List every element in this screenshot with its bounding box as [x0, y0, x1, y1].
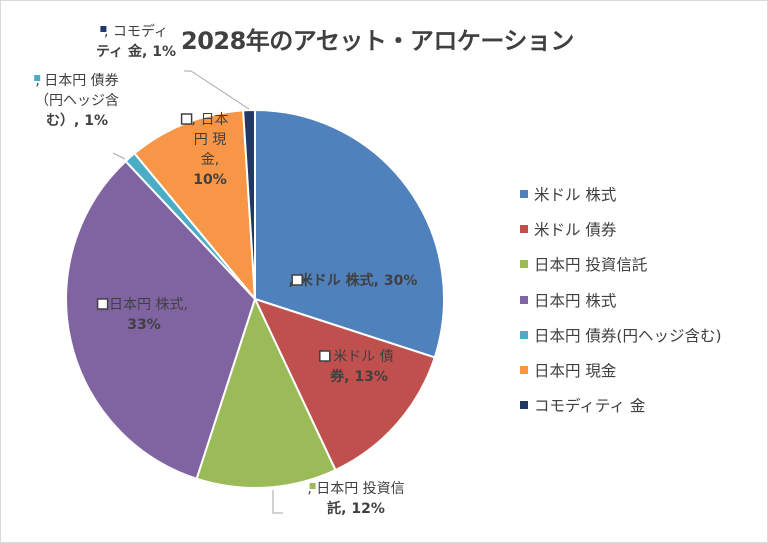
legend: 米ドル 株式 米ドル 債券日本円 投資信託 日本円 株式日本円 債券(円ヘッジ含む)…: [520, 176, 722, 423]
data-label: , 米ドル 株式, 30%: [289, 272, 418, 289]
legend-label: 日本円 現金: [534, 362, 617, 381]
data-label-text: , 日本円 投資信: [307, 481, 404, 497]
data-label-marker: [291, 274, 303, 286]
data-label-marker: [319, 350, 331, 362]
data-label-marker: [309, 483, 316, 489]
data-label: , 米ドル 債券, 13%: [319, 349, 394, 385]
data-label-text: ティ 金, 1%: [96, 43, 176, 60]
data-label-text: 33%: [127, 317, 161, 333]
data-label-marker: [96, 298, 109, 310]
pie-slice: [65, 159, 257, 481]
legend-swatch: [520, 295, 528, 304]
legend-item: 日本円 債券(円ヘッジ含む): [520, 317, 722, 352]
data-label-text: （円ヘッジ含: [35, 93, 119, 109]
legend-item: 日本円 株式: [520, 282, 722, 317]
legend-item: 米ドル 債券: [520, 211, 722, 246]
pie-slice: [254, 108, 445, 359]
data-label-text: , 日本円 株式,: [100, 297, 188, 313]
legend-item: コモディティ 金: [520, 388, 722, 423]
data-label-text: , 米ドル 株式, 30%: [289, 272, 418, 289]
legend-label: コモディティ 金: [534, 397, 646, 416]
data-label-text: 10%: [193, 172, 227, 188]
legend-swatch: [520, 401, 528, 410]
legend-item: 日本円 投資信託: [520, 247, 722, 282]
legend-label: 日本円 投資信託: [534, 256, 648, 275]
data-label: , 日本円 投資信託, 12%: [307, 481, 404, 517]
data-label-marker: [100, 26, 107, 32]
data-label: , 日本円 現金, 10%: [180, 112, 229, 188]
data-label-text: , コモディ: [104, 23, 168, 40]
data-label: , コモディティ 金, 1%: [96, 23, 176, 60]
data-label-text: 託, 12%: [327, 500, 385, 517]
data-label-marker: [180, 113, 193, 125]
data-label: , 日本円 債券 （円ヘッジ含む）, 1%: [34, 73, 119, 129]
data-label-text: 円 現: [194, 132, 226, 148]
data-label-text: 金,: [201, 152, 219, 168]
legend-swatch: [520, 260, 528, 269]
legend-label: 日本円 債券(円ヘッジ含む): [534, 326, 722, 345]
leader-line: [272, 490, 283, 514]
legend-swatch: [520, 366, 528, 375]
leader-line: [112, 152, 126, 160]
data-label-text: , 日本: [192, 112, 229, 128]
legend-item: 日本円 現金: [520, 352, 722, 387]
pie-slice: [253, 297, 437, 472]
legend-label: 日本円 株式: [534, 291, 617, 310]
data-label-marker: [34, 75, 41, 81]
legend-swatch: [520, 330, 528, 339]
legend-swatch: [520, 224, 528, 233]
data-label-text: 券, 13%: [330, 368, 388, 385]
pie-slice: [242, 108, 256, 300]
data-label: , 日本円 株式, 33%: [96, 297, 188, 333]
legend-item: 米ドル 株式: [520, 176, 722, 211]
legend-label: 米ドル 債券: [534, 220, 617, 239]
legend-label: 米ドル 株式: [534, 185, 617, 204]
legend-swatch: [520, 189, 528, 198]
data-label-text: む）, 1%: [46, 113, 108, 129]
data-label-text: , 米ドル 債: [324, 349, 393, 365]
chart-title: 2028年のアセット・アロケーション: [181, 27, 574, 55]
pie-slice: [195, 296, 337, 489]
data-label-text: , 日本円 債券: [35, 73, 118, 89]
leader-line: [184, 70, 250, 110]
